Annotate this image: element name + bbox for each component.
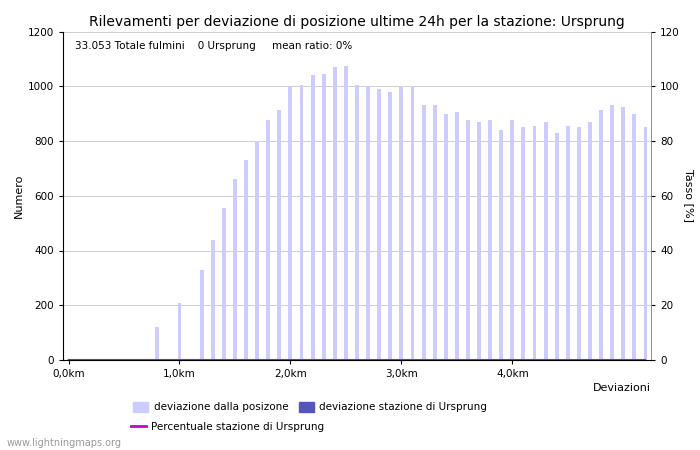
Bar — [344, 66, 348, 360]
Bar — [421, 105, 426, 360]
Bar — [577, 127, 581, 360]
Bar — [311, 75, 314, 360]
Bar — [632, 113, 636, 360]
Bar — [256, 141, 259, 360]
Bar — [366, 86, 370, 360]
Bar — [244, 160, 248, 360]
Bar — [622, 107, 625, 360]
Bar — [643, 127, 648, 360]
Bar — [510, 121, 514, 360]
Bar — [455, 112, 458, 360]
Bar — [222, 208, 226, 360]
Bar — [544, 122, 547, 360]
Bar — [444, 113, 448, 360]
Bar — [355, 85, 359, 360]
Bar — [477, 122, 481, 360]
Bar — [233, 179, 237, 360]
Bar — [488, 121, 492, 360]
Legend: Percentuale stazione di Ursprung: Percentuale stazione di Ursprung — [127, 418, 329, 436]
Text: www.lightningmaps.org: www.lightningmaps.org — [7, 438, 122, 448]
Bar — [410, 86, 414, 360]
Bar — [610, 105, 614, 360]
Bar — [288, 86, 293, 360]
Bar — [555, 133, 559, 360]
Title: Rilevamenti per deviazione di posizione ultime 24h per la stazione: Ursprung: Rilevamenti per deviazione di posizione … — [89, 15, 625, 29]
Bar — [277, 109, 281, 360]
Bar — [533, 126, 536, 360]
Bar — [599, 109, 603, 360]
Bar — [266, 121, 270, 360]
Bar — [400, 86, 403, 360]
Text: Deviazioni: Deviazioni — [593, 383, 651, 393]
Bar — [322, 74, 326, 360]
Bar — [466, 121, 470, 360]
Bar — [499, 130, 503, 360]
Bar — [211, 239, 215, 360]
Bar — [155, 327, 159, 360]
Y-axis label: Numero: Numero — [13, 174, 24, 218]
Bar — [300, 85, 304, 360]
Text: 33.053 Totale fulmini    0 Ursprung     mean ratio: 0%: 33.053 Totale fulmini 0 Ursprung mean ra… — [75, 41, 352, 51]
Bar — [433, 105, 437, 360]
Bar — [199, 270, 204, 360]
Bar — [566, 126, 570, 360]
Bar — [522, 127, 526, 360]
Y-axis label: Tasso [%]: Tasso [%] — [684, 169, 694, 222]
Bar — [389, 92, 392, 360]
Bar — [333, 67, 337, 360]
Bar — [588, 122, 592, 360]
Bar — [178, 302, 181, 360]
Bar — [377, 89, 381, 360]
